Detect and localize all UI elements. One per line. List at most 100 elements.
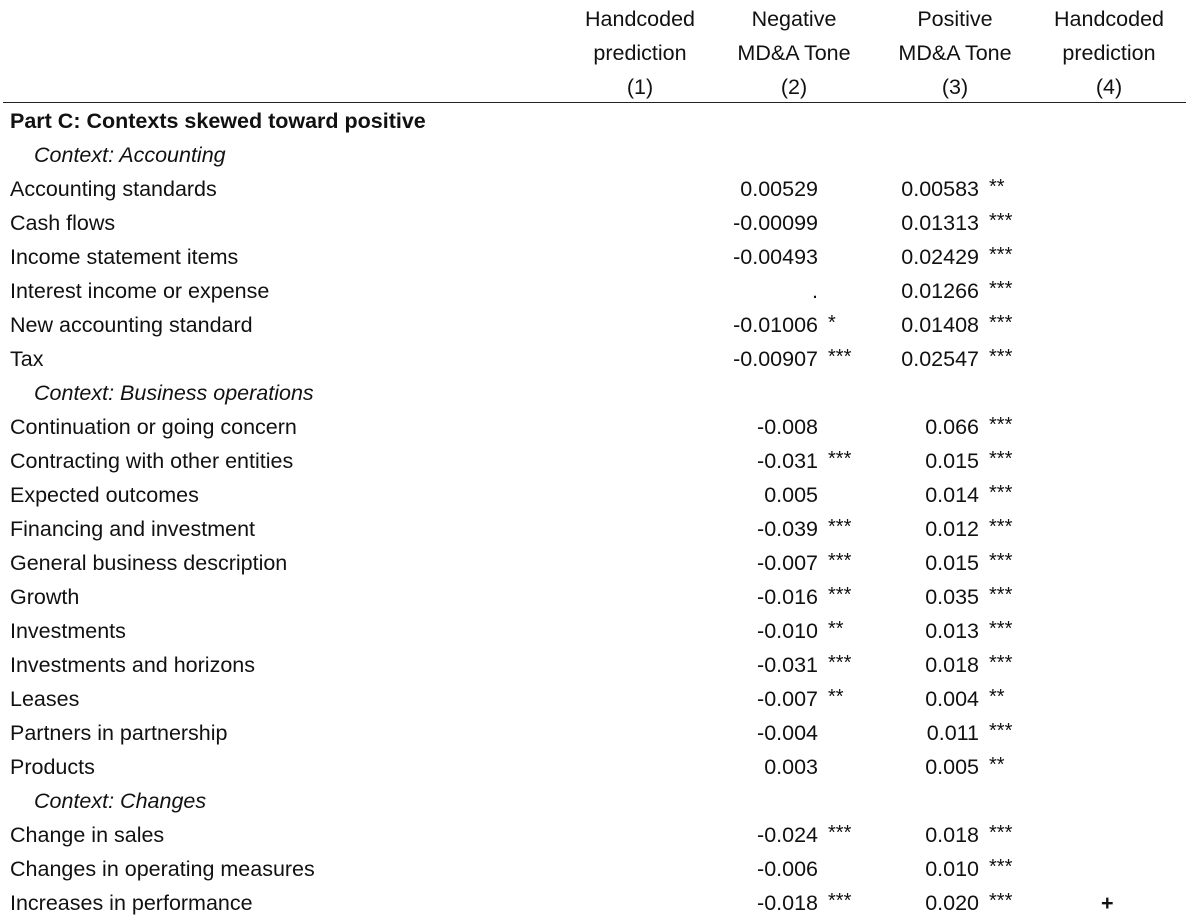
row-label: Income statement items xyxy=(10,245,239,269)
table-row: Leases -0.007 ** 0.004 ** xyxy=(0,682,1190,716)
row-label: Increases in performance xyxy=(10,891,253,915)
table-row: Cash flows -0.00099 0.01313 *** xyxy=(0,206,1190,240)
header-line: Positive xyxy=(917,7,993,31)
row-label: Tax xyxy=(10,347,44,371)
row-label: Investments xyxy=(10,619,126,643)
positive-tone-coefficient: 0.00583 xyxy=(901,177,979,201)
negative-tone-coefficient: -0.039 xyxy=(757,517,818,541)
row-label: Expected outcomes xyxy=(10,483,199,507)
context-row: Context: Changes xyxy=(0,784,1190,818)
context-label: Context: Business operations xyxy=(34,381,314,405)
row-label: Partners in partnership xyxy=(10,721,228,745)
positive-tone-significance: *** xyxy=(989,550,1013,572)
header-line: (4) xyxy=(1095,75,1123,99)
positive-tone-significance: *** xyxy=(989,448,1013,470)
positive-tone-coefficient: 0.004 xyxy=(925,687,979,711)
table-row: Continuation or going concern -0.008 0.066… xyxy=(0,410,1190,444)
positive-tone-coefficient: 0.014 xyxy=(925,483,979,507)
negative-tone-significance: *** xyxy=(828,448,852,470)
positive-tone-significance: *** xyxy=(989,414,1013,436)
handcoded-prediction-mark: + xyxy=(1101,891,1114,915)
table-row: Financing and investment -0.039 *** 0.012 **… xyxy=(0,512,1190,546)
negative-tone-coefficient: -0.008 xyxy=(757,415,818,439)
negative-tone-coefficient: . xyxy=(812,279,818,303)
header-line: Negative xyxy=(751,7,837,31)
positive-tone-significance: ** xyxy=(989,686,1005,708)
header-line: Handcoded xyxy=(1054,7,1164,31)
positive-tone-significance: *** xyxy=(989,584,1013,606)
table-row: Partners in partnership -0.004 0.011 *** xyxy=(0,716,1190,750)
negative-tone-significance: *** xyxy=(828,584,852,606)
negative-tone-coefficient: -0.024 xyxy=(757,823,818,847)
table-row: Tax -0.00907 *** 0.02547 *** xyxy=(0,342,1190,376)
positive-tone-coefficient: 0.01408 xyxy=(901,313,979,337)
header-line: (2) xyxy=(780,75,808,99)
table-row: Growth -0.016 *** 0.035 *** xyxy=(0,580,1190,614)
positive-tone-coefficient: 0.020 xyxy=(925,891,979,915)
positive-tone-coefficient: 0.010 xyxy=(925,857,979,881)
positive-tone-coefficient: 0.012 xyxy=(925,517,979,541)
row-label: New accounting standard xyxy=(10,313,253,337)
negative-tone-significance: *** xyxy=(828,822,852,844)
positive-tone-significance: *** xyxy=(989,210,1013,232)
negative-tone-coefficient: -0.031 xyxy=(757,653,818,677)
table-row: Products 0.003 0.005 ** xyxy=(0,750,1190,784)
positive-tone-significance: *** xyxy=(989,346,1013,368)
row-label: Growth xyxy=(10,585,80,609)
negative-tone-coefficient: -0.010 xyxy=(757,619,818,643)
row-label: General business description xyxy=(10,551,288,575)
positive-tone-coefficient: 0.066 xyxy=(925,415,979,439)
context-row: Context: Accounting xyxy=(0,138,1190,172)
table-row: Accounting standards 0.00529 0.00583 ** xyxy=(0,172,1190,206)
context-row: Context: Business operations xyxy=(0,376,1190,410)
table-row: Interest income or expense. 0.01266 *** xyxy=(0,274,1190,308)
negative-tone-significance: *** xyxy=(828,516,852,538)
positive-tone-coefficient: 0.015 xyxy=(925,449,979,473)
row-label: Interest income or expense xyxy=(10,279,270,303)
context-label: Context: Changes xyxy=(34,789,207,813)
header-line: MD&A Tone xyxy=(737,41,851,65)
table-row: Investments -0.010 ** 0.013 *** xyxy=(0,614,1190,648)
positive-tone-coefficient: 0.02429 xyxy=(901,245,979,269)
header-line: Handcoded xyxy=(585,7,695,31)
row-label: Investments and horizons xyxy=(10,653,255,677)
column-header-positive-tone: Positive MD&A Tone (3) xyxy=(885,2,1025,104)
header-divider xyxy=(3,102,1186,103)
positive-tone-significance: *** xyxy=(989,720,1013,742)
table-row: Increases in performance -0.018 *** 0.020 **… xyxy=(0,886,1190,920)
positive-tone-significance: *** xyxy=(989,890,1013,912)
negative-tone-coefficient: -0.004 xyxy=(757,721,818,745)
negative-tone-coefficient: -0.018 xyxy=(757,891,818,915)
row-label: Accounting standards xyxy=(10,177,217,201)
positive-tone-significance: *** xyxy=(989,516,1013,538)
table-row: New accounting standard -0.01006 * 0.01408 *… xyxy=(0,308,1190,342)
positive-tone-coefficient: 0.01266 xyxy=(901,279,979,303)
negative-tone-significance: *** xyxy=(828,652,852,674)
negative-tone-coefficient: -0.01006 xyxy=(733,313,818,337)
table-row: Investments and horizons -0.031 *** 0.018 **… xyxy=(0,648,1190,682)
positive-tone-coefficient: 0.011 xyxy=(926,721,979,745)
positive-tone-coefficient: 0.018 xyxy=(925,823,979,847)
positive-tone-coefficient: 0.015 xyxy=(925,551,979,575)
header-line: (3) xyxy=(941,75,969,99)
negative-tone-significance: ** xyxy=(828,618,844,640)
negative-tone-significance: *** xyxy=(828,890,852,912)
row-label: Financing and investment xyxy=(10,517,256,541)
section-title: Part C: Contexts skewed toward positive xyxy=(10,109,426,133)
positive-tone-coefficient: 0.035 xyxy=(925,585,979,609)
positive-tone-significance: ** xyxy=(989,176,1005,198)
positive-tone-significance: *** xyxy=(989,312,1013,334)
column-header-negative-tone: Negative MD&A Tone (2) xyxy=(724,2,864,104)
positive-tone-significance: *** xyxy=(989,244,1013,266)
negative-tone-coefficient: -0.016 xyxy=(757,585,818,609)
column-header-handcoded-prediction-4: Handcoded prediction (4) xyxy=(1039,2,1179,104)
header-line: prediction xyxy=(593,41,687,65)
negative-tone-coefficient: 0.00529 xyxy=(740,177,818,201)
negative-tone-coefficient: -0.00493 xyxy=(733,245,818,269)
positive-tone-significance: *** xyxy=(989,822,1013,844)
column-header-handcoded-prediction-1: Handcoded prediction (1) xyxy=(570,2,710,104)
row-label: Continuation or going concern xyxy=(10,415,297,439)
negative-tone-coefficient: -0.007 xyxy=(757,687,818,711)
negative-tone-significance: * xyxy=(828,312,836,334)
row-label: Change in sales xyxy=(10,823,165,847)
